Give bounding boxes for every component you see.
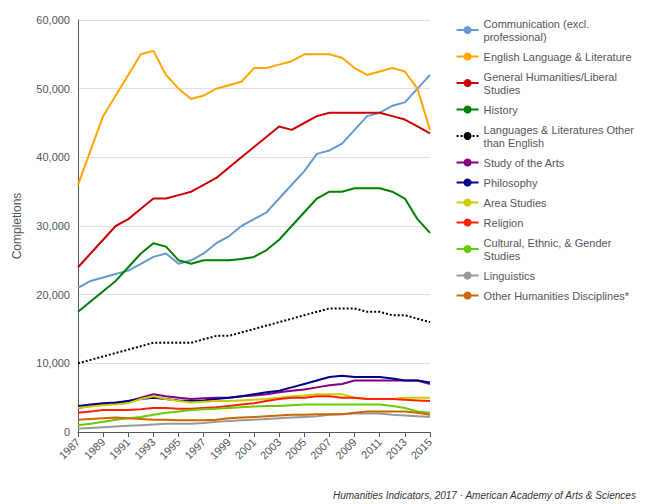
svg-text:2005: 2005 — [283, 436, 309, 462]
svg-text:History: History — [484, 104, 519, 116]
svg-text:40,000: 40,000 — [36, 151, 70, 163]
svg-text:1991: 1991 — [107, 436, 133, 462]
svg-text:30,000: 30,000 — [36, 220, 70, 232]
svg-text:General Humanities/Liberal: General Humanities/Liberal — [484, 71, 617, 83]
svg-text:Other Humanities Disciplines*: Other Humanities Disciplines* — [484, 290, 630, 302]
svg-text:10,000: 10,000 — [36, 357, 70, 369]
svg-text:2011: 2011 — [359, 436, 384, 461]
svg-text:2015: 2015 — [408, 436, 434, 462]
svg-text:Philosophy: Philosophy — [484, 177, 538, 189]
svg-text:0: 0 — [64, 426, 70, 438]
svg-text:2003: 2003 — [258, 436, 284, 462]
svg-text:Area Studies: Area Studies — [484, 197, 547, 209]
svg-text:1987: 1987 — [56, 436, 82, 462]
svg-text:1989: 1989 — [82, 436, 108, 462]
svg-text:1993: 1993 — [132, 436, 158, 462]
svg-text:Linguistics: Linguistics — [484, 270, 536, 282]
svg-text:2013: 2013 — [383, 436, 409, 462]
svg-text:1995: 1995 — [157, 436, 183, 462]
svg-text:Studies: Studies — [484, 250, 521, 262]
svg-text:60,000: 60,000 — [36, 14, 70, 26]
svg-text:professional): professional) — [484, 31, 547, 43]
svg-text:Study of the Arts: Study of the Arts — [484, 157, 565, 169]
svg-text:1997: 1997 — [182, 436, 208, 462]
svg-text:Studies: Studies — [484, 84, 521, 96]
svg-text:50,000: 50,000 — [36, 83, 70, 95]
svg-text:Languages & Literatures Other: Languages & Literatures Other — [484, 124, 635, 136]
svg-text:2007: 2007 — [308, 436, 334, 462]
svg-text:Communication (excl.: Communication (excl. — [484, 18, 590, 30]
svg-text:20,000: 20,000 — [36, 289, 70, 301]
svg-text:Religion: Religion — [484, 217, 524, 229]
svg-text:Humanities Indicators, 2017 ·: Humanities Indicators, 2017 · American A… — [333, 490, 636, 501]
svg-text:1999: 1999 — [207, 436, 233, 462]
svg-text:Cultural, Ethnic, & Gender: Cultural, Ethnic, & Gender — [484, 237, 612, 249]
svg-text:than English: than English — [484, 137, 545, 149]
svg-text:2001: 2001 — [232, 436, 258, 462]
svg-text:2009: 2009 — [333, 436, 359, 462]
svg-text:English Language & Literature: English Language & Literature — [484, 51, 632, 63]
svg-text:Completions: Completions — [10, 193, 24, 260]
